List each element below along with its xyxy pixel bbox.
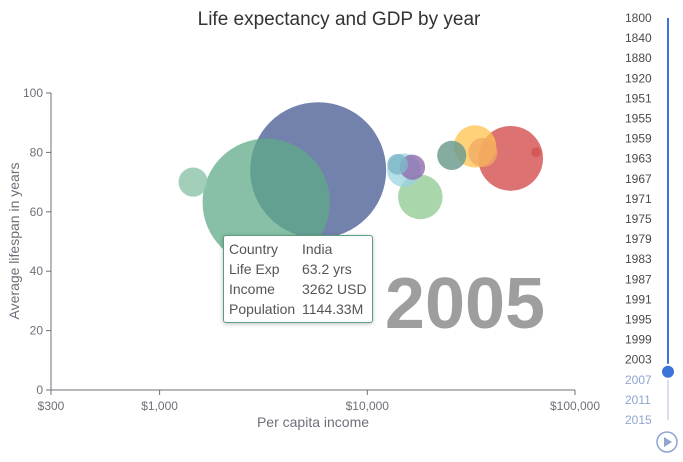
bubble [437, 140, 467, 170]
timeline-year-label[interactable]: 1963 [625, 152, 652, 166]
tooltip-row-country: Country India [229, 239, 367, 259]
play-icon [664, 437, 672, 447]
y-tick-label: 100 [23, 86, 43, 100]
bubble [178, 167, 208, 197]
x-tick-label: $10,000 [346, 399, 390, 413]
timeline-year-label[interactable]: 1880 [625, 51, 652, 65]
x-tick-label: $100,000 [550, 399, 600, 413]
tooltip-key: Life Exp [229, 261, 280, 277]
bubble [202, 138, 330, 266]
tooltip-value: India [302, 241, 333, 257]
timeline-year-label[interactable]: 2015 [625, 413, 652, 427]
data-tooltip: Country India Life Exp 63.2 yrs Income 3… [223, 235, 373, 323]
timeline-year-label[interactable]: 1920 [625, 71, 652, 85]
timeline-year-label[interactable]: 1967 [625, 172, 652, 186]
y-axis-label: Average lifespan in years [6, 163, 22, 320]
y-tick-label: 20 [30, 324, 44, 338]
x-axis-label: Per capita income [257, 414, 369, 430]
bubble [531, 147, 542, 158]
timeline-year-label[interactable]: 1987 [625, 272, 652, 286]
timeline-year-label[interactable]: 1979 [625, 232, 652, 246]
timeline-year-label[interactable]: 1995 [625, 313, 652, 327]
timeline-year-label[interactable]: 1975 [625, 212, 652, 226]
timeline-year-label[interactable]: 1959 [625, 132, 652, 146]
timeline-year-label[interactable]: 2007 [625, 373, 652, 387]
play-button[interactable] [656, 431, 678, 453]
timeline-year-label[interactable]: 1983 [625, 252, 652, 266]
axes: 0 20 40 60 80 100 $300 $1,000 $10,000 $100,000 [23, 86, 600, 413]
tooltip-key: Country [229, 241, 279, 257]
chart-title: Life expectancy and GDP by year [198, 9, 481, 30]
y-tick-label: 60 [30, 205, 44, 219]
tooltip-row-population: Population 1144.33M [229, 299, 367, 319]
tooltip-key: Income [229, 281, 275, 297]
timeline[interactable]: 1800 1840 1880 1920 1951 1955 1959 1963 1967 1971… [625, 11, 678, 453]
tooltip-value: 1144.33M [302, 301, 364, 317]
tooltip-value: 63.2 yrs [302, 261, 352, 277]
timeline-year-label[interactable]: 1971 [625, 192, 652, 206]
timeline-handle[interactable] [660, 363, 676, 380]
bubble [468, 137, 498, 167]
timeline-year-label[interactable]: 1999 [625, 333, 652, 347]
y-tick-label: 80 [30, 145, 44, 159]
bubbles-layer [178, 102, 544, 266]
timeline-year-label[interactable]: 1800 [625, 11, 652, 25]
y-tick-label: 0 [36, 383, 43, 397]
timeline-year-label[interactable]: 2003 [625, 353, 652, 367]
tooltip-row-income: Income 3262 USD [229, 279, 367, 299]
timeline-year-label[interactable]: 1840 [625, 31, 652, 45]
tooltip-row-life: Life Exp 63.2 yrs [229, 259, 367, 279]
timeline-year-label[interactable]: 2011 [625, 393, 651, 407]
current-year-label: 2005 [385, 264, 545, 344]
x-tick-label: $300 [38, 399, 65, 413]
timeline-year-label[interactable]: 1951 [625, 91, 652, 105]
x-tick-label: $1,000 [141, 399, 178, 413]
y-tick-label: 40 [30, 264, 44, 278]
tooltip-value: 3262 USD [302, 281, 367, 297]
bubble [387, 153, 408, 175]
tooltip-key: Population [229, 301, 296, 317]
timeline-year-label[interactable]: 1955 [625, 112, 652, 126]
timeline-year-label[interactable]: 1991 [625, 292, 652, 306]
